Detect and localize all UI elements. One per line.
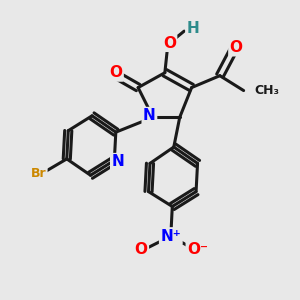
Text: O: O — [109, 65, 122, 80]
Text: O: O — [230, 40, 243, 55]
Text: O⁻: O⁻ — [187, 242, 208, 257]
Text: N: N — [143, 108, 156, 123]
Text: Br: Br — [31, 167, 46, 180]
Text: O: O — [135, 242, 148, 257]
Text: O: O — [163, 35, 176, 50]
Text: N⁺: N⁺ — [160, 229, 181, 244]
Text: CH₃: CH₃ — [254, 84, 279, 97]
Text: N: N — [112, 154, 124, 169]
Text: H: H — [187, 21, 200, 36]
